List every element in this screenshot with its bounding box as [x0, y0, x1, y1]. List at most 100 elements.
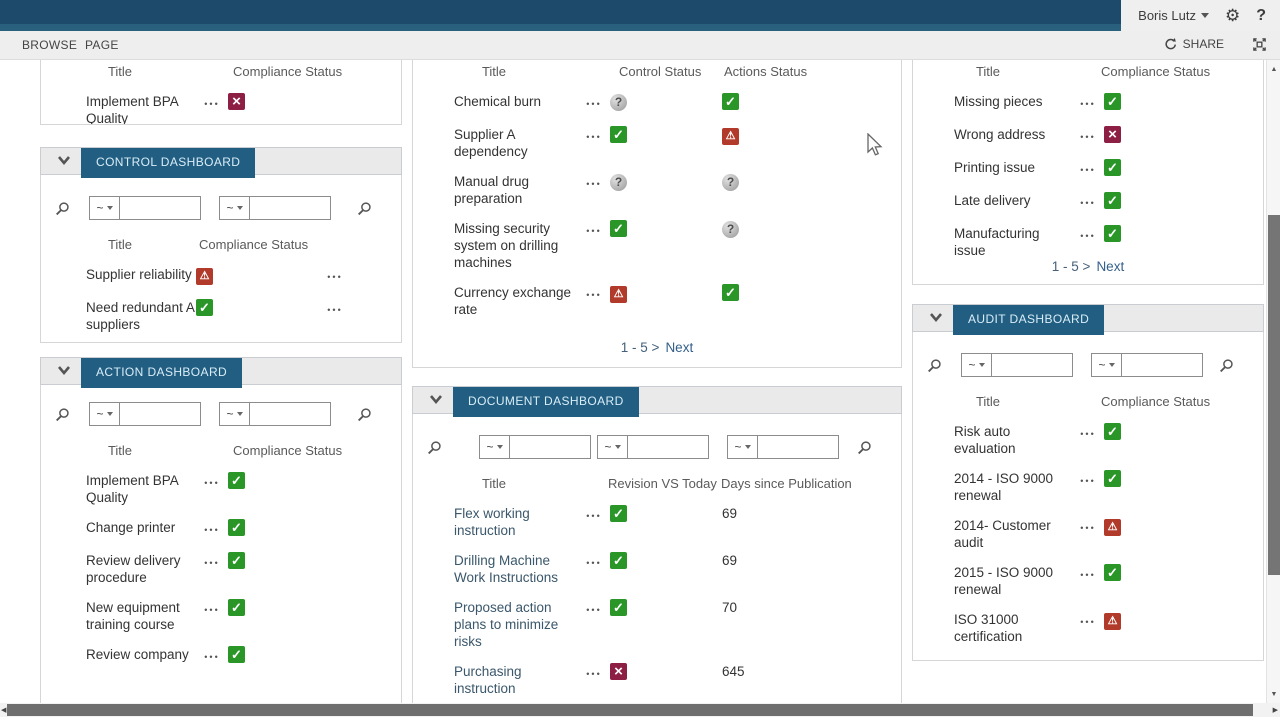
- ellipsis-menu[interactable]: •••: [586, 132, 602, 142]
- filter-operator-dropdown[interactable]: ~: [962, 354, 992, 376]
- table-row: Proposed action plans to minimize risks •…: [413, 599, 901, 650]
- search-icon[interactable]: [925, 358, 943, 373]
- horizontal-scrollbar[interactable]: ◀ ▶: [0, 703, 1280, 717]
- ribbon-bar: BROWSE PAGE SHARE: [0, 31, 1280, 60]
- ellipsis-menu[interactable]: •••: [327, 305, 343, 315]
- row-title: Review company: [86, 647, 189, 662]
- ellipsis-menu[interactable]: •••: [586, 669, 602, 679]
- ellipsis-menu[interactable]: •••: [1080, 165, 1096, 175]
- ellipsis-menu[interactable]: •••: [1080, 132, 1096, 142]
- table-row: Need redundant A suppliers ✓ •••: [41, 299, 401, 333]
- ellipsis-menu[interactable]: •••: [327, 272, 343, 282]
- scroll-right-arrow[interactable]: ▶: [1272, 707, 1278, 714]
- ellipsis-menu[interactable]: •••: [586, 290, 602, 300]
- filter-input[interactable]: [758, 436, 838, 458]
- table-row: Drilling Machine Work Instructions ••• ✓ 69: [413, 552, 901, 586]
- webpart-title-tab[interactable]: ACTION DASHBOARD: [81, 358, 243, 388]
- filter-operator-dropdown[interactable]: ~: [728, 436, 758, 458]
- chevron-down-icon: [236, 206, 243, 210]
- row-title: Chemical burn: [454, 94, 542, 109]
- filter-operator-dropdown[interactable]: ~: [90, 403, 120, 425]
- collapse-chevron-icon[interactable]: [423, 393, 449, 405]
- document-title-link[interactable]: Flex working instruction: [454, 506, 530, 538]
- row-title: ISO 31000 certification: [954, 612, 1023, 644]
- control-status-cell: ✓: [610, 220, 722, 237]
- ellipsis-menu[interactable]: •••: [586, 226, 602, 236]
- vertical-scroll-thumb[interactable]: [1268, 215, 1280, 575]
- collapse-chevron-icon[interactable]: [923, 311, 949, 323]
- filter-input[interactable]: [120, 197, 200, 219]
- table-header: Title Control Status Actions Status: [413, 64, 901, 84]
- ellipsis-menu[interactable]: •••: [204, 652, 220, 662]
- filter-operator-dropdown[interactable]: ~: [1092, 354, 1122, 376]
- search-icon[interactable]: [53, 407, 71, 422]
- search-icon[interactable]: [53, 201, 71, 216]
- ellipsis-menu[interactable]: •••: [1080, 198, 1096, 208]
- search-icon[interactable]: [355, 407, 373, 422]
- document-title-link[interactable]: Drilling Machine Work Instructions: [454, 553, 559, 585]
- column-compliance-status: Compliance Status: [1101, 64, 1211, 79]
- pagination-next-link[interactable]: Next: [1096, 259, 1125, 274]
- ellipsis-menu[interactable]: •••: [586, 511, 602, 521]
- focus-toggle-icon[interactable]: [1252, 37, 1267, 57]
- ellipsis-menu[interactable]: •••: [204, 558, 220, 568]
- filter-operator-value: ~: [734, 440, 742, 454]
- ellipsis-menu[interactable]: •••: [586, 179, 602, 189]
- filter-input[interactable]: [1122, 354, 1202, 376]
- webpart-title-tab[interactable]: DOCUMENT DASHBOARD: [453, 387, 639, 417]
- filter-input[interactable]: [628, 436, 708, 458]
- ellipsis-menu[interactable]: •••: [1080, 523, 1096, 533]
- filter-operator-dropdown[interactable]: ~: [220, 403, 250, 425]
- filter-operator-dropdown[interactable]: ~: [598, 436, 628, 458]
- ellipsis-menu[interactable]: •••: [586, 605, 602, 615]
- table-row: 2014 - ISO 9000 renewal ••• ✓: [913, 470, 1263, 504]
- search-icon[interactable]: [1217, 358, 1235, 373]
- ellipsis-menu[interactable]: •••: [1080, 617, 1096, 627]
- share-button[interactable]: SHARE: [1163, 37, 1224, 51]
- webpart-title-tab[interactable]: AUDIT DASHBOARD: [953, 305, 1105, 335]
- scroll-up-arrow[interactable]: ▲: [1270, 66, 1278, 73]
- user-menu[interactable]: Boris Lutz: [1138, 8, 1209, 23]
- ellipsis-menu[interactable]: •••: [1080, 231, 1096, 241]
- filter-operator-dropdown[interactable]: ~: [220, 197, 250, 219]
- filter-operator-dropdown[interactable]: ~: [480, 436, 510, 458]
- filter-input[interactable]: [250, 197, 330, 219]
- scroll-down-arrow[interactable]: ▼: [1270, 691, 1278, 698]
- row-title: 2014- Customer audit: [954, 518, 1051, 550]
- search-icon[interactable]: [355, 201, 373, 216]
- pagination-next-link[interactable]: Next: [665, 340, 694, 355]
- ellipsis-menu[interactable]: •••: [1080, 476, 1096, 486]
- scroll-left-arrow[interactable]: ◀: [1, 707, 7, 714]
- ellipsis-menu[interactable]: •••: [586, 558, 602, 568]
- filter-operator-value: ~: [1098, 358, 1106, 372]
- horizontal-scroll-thumb[interactable]: [7, 704, 1253, 716]
- filter-input[interactable]: [120, 403, 200, 425]
- ellipsis-menu[interactable]: •••: [586, 99, 602, 109]
- gear-icon[interactable]: ⚙: [1224, 6, 1241, 25]
- ellipsis-menu[interactable]: •••: [204, 525, 220, 535]
- ellipsis-menu[interactable]: •••: [204, 605, 220, 615]
- days-value: 69: [722, 553, 738, 568]
- filter-operator-dropdown[interactable]: ~: [90, 197, 120, 219]
- tab-browse[interactable]: BROWSE: [22, 38, 78, 52]
- ellipsis-menu[interactable]: •••: [1080, 570, 1096, 580]
- webpart-title-tab[interactable]: CONTROL DASHBOARD: [81, 148, 256, 178]
- help-icon[interactable]: ?: [1256, 6, 1266, 24]
- vertical-scrollbar[interactable]: ▲ ▼: [1266, 60, 1280, 703]
- filter-input[interactable]: [510, 436, 590, 458]
- search-icon[interactable]: [855, 440, 873, 455]
- filter-input[interactable]: [992, 354, 1072, 376]
- document-title-link[interactable]: Proposed action plans to minimize risks: [454, 600, 559, 649]
- filter-input[interactable]: [250, 403, 330, 425]
- ellipsis-menu[interactable]: •••: [204, 99, 220, 109]
- ellipsis-menu[interactable]: •••: [1080, 429, 1096, 439]
- ellipsis-menu[interactable]: •••: [1080, 99, 1096, 109]
- collapse-chevron-icon[interactable]: [51, 364, 77, 376]
- ellipsis-menu[interactable]: •••: [204, 478, 220, 488]
- collapse-chevron-icon[interactable]: [51, 154, 77, 166]
- tab-page[interactable]: PAGE: [85, 38, 119, 52]
- search-icon[interactable]: [425, 440, 443, 455]
- webpart-header: AUDIT DASHBOARD: [912, 304, 1264, 335]
- column-compliance-status: Compliance Status: [233, 64, 343, 79]
- document-title-link[interactable]: Purchasing instruction: [454, 664, 522, 696]
